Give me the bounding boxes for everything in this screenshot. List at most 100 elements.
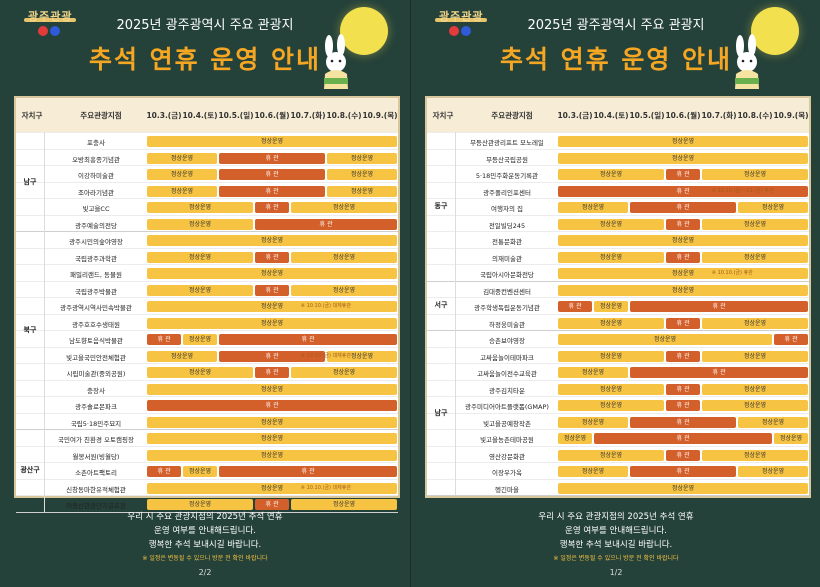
column-header: 주요관광지점 xyxy=(491,111,533,120)
table-row: 국립아시아문화전당 정상운영 ※ 10.10.(금) 휴관 xyxy=(427,264,809,281)
table-row: 어등산관광단지골프장 정상운영 휴 관 정상운영 xyxy=(16,495,398,512)
closed-bar: 휴 관 xyxy=(219,152,325,164)
site-name: 빛고을공예창작촌 xyxy=(483,419,531,428)
site-name: 빛고을CC xyxy=(82,205,110,213)
site-name: 포충사 xyxy=(87,139,105,147)
table-row: 헹긴마을 정상운영 xyxy=(427,478,809,496)
column-header: 10.9.(목) xyxy=(773,111,809,120)
district-label: 광산구 xyxy=(20,466,40,475)
open-bar: 정상운영 xyxy=(147,136,397,147)
footer-line: 행복한 추석 보내시길 바랍니다. xyxy=(559,540,673,550)
table-row: 신창동마한유적체험관 정상운영 ※ 10.10.(금) 대체휴관 xyxy=(16,478,398,496)
closed-bar: 휴 관 xyxy=(630,416,736,428)
closed-bar: 휴 관 xyxy=(147,400,397,411)
open-bar: 정상운영 xyxy=(291,367,397,378)
table-row: 무등산국립공원 정상운영 xyxy=(427,148,809,166)
site-name: 광주김치타운 xyxy=(489,386,525,395)
closed-bar: 휴 관 xyxy=(147,334,181,345)
column-divider xyxy=(455,132,456,495)
table-row: 무등산관광리프트 모노레일 정상운영 xyxy=(427,132,809,149)
open-bar: 정상운영 xyxy=(147,317,397,329)
table-row: 월봉서원(빙월당) 정상운영 xyxy=(16,445,398,463)
closed-bar: 휴 관 xyxy=(666,169,700,180)
site-name: 국립아시아문화전당 xyxy=(480,271,534,279)
site-name: 패밀리랜드, 동물원 xyxy=(70,271,122,279)
site-name: 남도향토음식박물관 xyxy=(69,337,123,345)
site-name: 시립미술관(중외공원) xyxy=(66,370,126,378)
table-row: 영산강문화관 정상운영 휴 관 정상운영 xyxy=(427,445,809,463)
open-bar: 정상운영 xyxy=(327,185,397,197)
closed-bar: 휴 관 xyxy=(666,350,700,362)
site-name: 월봉서원(빙월당) xyxy=(72,452,120,461)
district-label: 남구 xyxy=(434,408,448,417)
column-header: 10.7.(화) xyxy=(701,111,737,120)
row-note: ※ 10.10.(금) 대체휴관 xyxy=(300,303,351,309)
open-bar: 정상운영 xyxy=(702,400,808,411)
open-bar: 정상운영 xyxy=(558,433,592,444)
district-label: 서구 xyxy=(434,301,448,310)
table-row: 광주폴리인포센터 휴 관 ※ 10.10.(금)~12.(일) 휴관 xyxy=(427,181,809,199)
site-name: 하정웅미술관 xyxy=(489,320,525,329)
site-name: 광주호호수생태원 xyxy=(72,320,120,329)
open-bar: 정상운영 xyxy=(738,466,808,477)
open-bar: 정상운영 xyxy=(738,202,808,213)
closed-bar: 휴 관 xyxy=(774,334,808,345)
table-row: 광주솔로몬파크 휴 관 xyxy=(16,396,398,413)
table-row: 광주예술의전당 정상운영 휴 관 xyxy=(16,214,398,232)
open-bar: 정상운영 xyxy=(147,152,217,164)
open-bar: 정상운영 xyxy=(147,433,397,444)
column-header: 10.3.(금) xyxy=(557,111,593,120)
table-row: 국민여가 친환경 오토캠핑장 정상운영 xyxy=(16,429,398,446)
closed-bar: 휴 관 xyxy=(219,169,325,180)
open-bar: 정상운영 xyxy=(291,202,397,213)
table-row: 국립광주과학관 정상운영 휴 관 정상운영 xyxy=(16,247,398,265)
closed-bar: 휴 관 xyxy=(255,284,289,296)
footer-line: 행복한 추석 보내시길 바랍니다. xyxy=(148,540,262,550)
table-row: 국립광주박물관 정상운영 휴 관 정상운영 xyxy=(16,280,398,298)
table-row: 하정웅미술관 정상운영 휴 관 정상운영 xyxy=(427,313,809,331)
open-bar: 정상운영 xyxy=(147,350,217,362)
open-bar: 정상운영 xyxy=(147,383,397,395)
footer-line: 우리 시 주요 관광지점의 2025년 추석 연휴 xyxy=(538,512,694,522)
site-name: 승촌보야영장 xyxy=(489,337,525,345)
column-header: 10.8.(수) xyxy=(326,111,362,120)
table-row: 이장우가옥 정상운영 휴 관 정상운영 xyxy=(427,462,809,479)
open-bar: 정상운영 xyxy=(291,251,397,263)
district-divider xyxy=(16,231,398,232)
column-header: 10.5.(일) xyxy=(629,111,665,120)
closed-bar: 휴 관 xyxy=(255,218,397,230)
open-bar: 정상운영 xyxy=(327,152,397,164)
schedule-table: 자치구 주요관광지점 10.3.(금) 10.4.(토) 10.5.(일) 10.6.(월… xyxy=(425,96,811,498)
open-bar: 정상운영 xyxy=(558,136,808,147)
site-name: 의재미술관 xyxy=(492,254,522,263)
open-bar: 정상운영 xyxy=(147,218,253,230)
page-title: 추석 연휴 운영 안내 xyxy=(499,45,733,74)
schedule-table: 자치구 주요관광지점 10.3.(금) 10.4.(토) 10.5.(일) 10.6.(월… xyxy=(14,96,400,513)
open-bar: 정상운영 xyxy=(558,449,664,461)
site-name: 조아라기념관 xyxy=(78,188,114,197)
site-name: 여행자의 집 xyxy=(491,205,523,213)
open-bar: 정상운영 xyxy=(558,218,664,230)
table-row: 광주호호수생태원 정상운영 xyxy=(16,313,398,331)
open-bar: 정상운영 xyxy=(147,416,397,428)
column-header: 10.9.(목) xyxy=(362,111,398,120)
closed-bar: 휴 관 xyxy=(219,185,325,197)
column-header: 10.4.(토) xyxy=(593,111,629,120)
open-bar: 정상운영 xyxy=(702,449,808,461)
open-bar: 정상운영 xyxy=(558,268,808,279)
page-subtitle: 2025년 광주광역시 주요 관광지 xyxy=(527,18,705,33)
table-row: 의재미술관 정상운영 휴 관 정상운영 xyxy=(427,247,809,265)
site-name: 오방최흥종기념관 xyxy=(72,155,120,164)
column-header: 10.3.(금) xyxy=(146,111,182,120)
table-row: 오방최흥종기념관 정상운영 휴 관 정상운영 xyxy=(16,148,398,166)
closed-bar: 휴 관 xyxy=(666,383,700,395)
closed-bar: 휴 관 xyxy=(255,251,289,263)
table-row: 전일빌딩245 정상운영 휴 관 정상운영 xyxy=(427,214,809,232)
site-name: 어등산관광단지골프장 xyxy=(66,502,126,510)
site-name: 신창동마한유적체험관 xyxy=(66,485,126,494)
column-header: 주요관광지점 xyxy=(80,111,122,120)
open-bar: 정상운영 xyxy=(147,251,253,263)
table-header: 자치구 주요관광지점 10.3.(금) 10.4.(토) 10.5.(일) 10.6.(월… xyxy=(16,98,398,132)
closed-bar: 휴 관 xyxy=(147,466,181,477)
open-bar: 정상운영 xyxy=(147,169,217,180)
